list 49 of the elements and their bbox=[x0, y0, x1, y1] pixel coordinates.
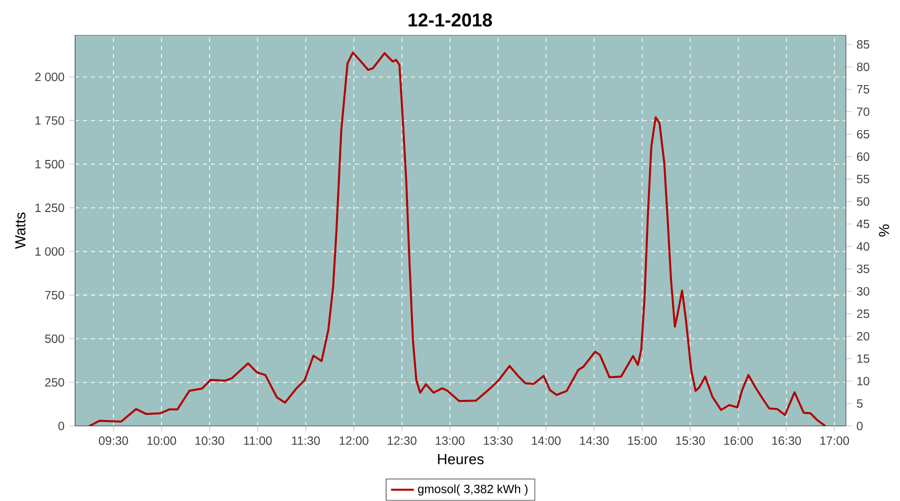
y-axis-title: Watts bbox=[15, 212, 26, 250]
x-tick-label: 15:30 bbox=[676, 436, 705, 446]
x-axis-title: Heures bbox=[438, 454, 484, 464]
y2-tick-label: 5 bbox=[856, 400, 863, 408]
y-tick-label: 250 bbox=[45, 378, 64, 387]
x-tick-label: 14:00 bbox=[532, 436, 561, 446]
x-tick-label: 12:30 bbox=[388, 436, 416, 446]
x-tick-label: 17:00 bbox=[820, 436, 850, 446]
x-tick-label: 11:00 bbox=[244, 436, 272, 446]
x-tick-label: 16:00 bbox=[724, 436, 753, 446]
y-tick-label: 1 500 bbox=[36, 160, 64, 169]
y2-tick-label: 10 bbox=[857, 377, 870, 386]
chart-title: 12-1-2018 bbox=[408, 14, 492, 27]
x-tick-label: 16:30 bbox=[772, 436, 801, 446]
y-tick-label: 2 000 bbox=[35, 72, 64, 82]
x-tick-label: 09:30 bbox=[98, 436, 128, 446]
y2-tick-label: 85 bbox=[856, 40, 870, 49]
x-tick-label: 10:30 bbox=[196, 436, 224, 446]
y-tick-label: 500 bbox=[45, 334, 64, 344]
y2-tick-label: 65 bbox=[857, 130, 870, 139]
y-tick-label: 1 000 bbox=[36, 247, 64, 256]
x-tick-label: 14:30 bbox=[580, 436, 609, 446]
y2-tick-label: 70 bbox=[857, 108, 870, 116]
y2-tick-label: 45 bbox=[856, 220, 870, 228]
y2-tick-label: 50 bbox=[856, 197, 870, 206]
y2-tick-label: 75 bbox=[857, 85, 870, 94]
y2-tick-label: 0 bbox=[856, 422, 863, 430]
y2-axis-title: % bbox=[878, 224, 890, 237]
y2-tick-label: 25 bbox=[857, 310, 870, 318]
x-tick-label: 15:00 bbox=[628, 436, 657, 446]
y-tick-label: 1 250 bbox=[36, 204, 64, 212]
x-tick-label: 13:30 bbox=[484, 436, 513, 446]
y2-tick-label: 40 bbox=[856, 242, 870, 251]
y-tick-label: 0 bbox=[58, 422, 64, 430]
y2-tick-label: 15 bbox=[857, 354, 870, 364]
x-tick-label: 11:30 bbox=[292, 436, 320, 446]
legend-label: gmosol( 3,382 kWh ) bbox=[418, 484, 528, 496]
y2-tick-label: 80 bbox=[856, 62, 870, 72]
x-tick-label: 12:00 bbox=[340, 436, 368, 446]
y-tick-label: 750 bbox=[45, 290, 64, 300]
y2-tick-label: 30 bbox=[856, 287, 870, 296]
line-series bbox=[88, 52, 826, 426]
y-tick-label: 1 750 bbox=[36, 116, 64, 125]
x-tick-label: 13:00 bbox=[436, 436, 464, 446]
y2-tick-label: 20 bbox=[857, 332, 870, 341]
y2-tick-label: 35 bbox=[856, 264, 870, 274]
x-tick-label: 10:00 bbox=[147, 436, 176, 446]
y2-tick-label: 60 bbox=[857, 152, 870, 162]
y2-tick-label: 55 bbox=[856, 175, 870, 184]
